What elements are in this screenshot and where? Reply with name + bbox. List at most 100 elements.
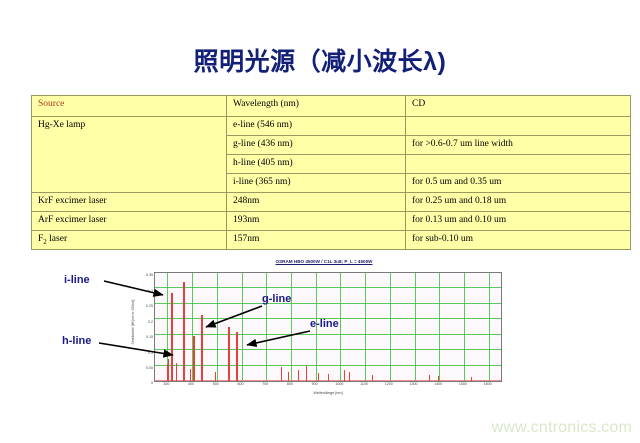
cell-wavelength-arf: 193nm	[226, 211, 406, 231]
x-axis-tick-label: 600	[237, 382, 244, 386]
cell-cd-h-line	[405, 154, 631, 174]
gridline-vertical	[315, 273, 317, 381]
gridline-horizontal	[155, 272, 501, 273]
table-header-row: Source Wavelength (nm) CD	[31, 95, 631, 117]
cell-cd-arf: for 0.13 um and 0.10 um	[405, 211, 631, 231]
gridline-vertical	[439, 273, 441, 381]
y-axis-tick-label: 0	[151, 381, 153, 386]
y-axis: Strahldichte [W/(nm·sr·100cd)] 0 0.05 0.1 0…	[128, 272, 153, 386]
cell-cd-krf: for 0.25 um and 0.18 um	[405, 192, 631, 212]
spectral-peak	[288, 371, 290, 381]
y-axis-tick-label: 0.25	[146, 304, 153, 309]
cell-cd-f2: for sub-0.10 um	[405, 230, 631, 250]
y-axis-tick-label: 0.2	[148, 319, 153, 324]
cell-cd-g-line: for >0.6-0.7 um line width	[405, 135, 631, 155]
table-row: g-line (436 nm) for >0.6-0.7 um line wid…	[32, 135, 631, 155]
x-axis-tick-label: 1200	[384, 382, 393, 386]
y-axis-tick-label: 0.35	[146, 273, 153, 278]
x-axis-tick-label: 300	[163, 382, 170, 386]
spectral-peak	[170, 293, 173, 381]
cell-wavelength-i-line: i-line (365 nm)	[226, 173, 406, 193]
gridline-horizontal	[155, 302, 501, 304]
spectral-peak	[318, 373, 320, 381]
spectrum-chart: OSRAM HBO 4500W / C1L 3u8; P_L = 4500W S…	[128, 258, 520, 410]
table-row: F2 laser 157nm for sub-0.10 um	[31, 230, 631, 250]
cell-wavelength-f2: 157nm	[226, 230, 406, 250]
x-axis-tick-label: 1600	[483, 382, 492, 386]
x-axis-tick-label: 800	[286, 382, 293, 386]
spectral-peak	[172, 348, 174, 381]
y-axis-tick-label: 0.05	[146, 365, 153, 370]
gridline-vertical	[266, 273, 268, 381]
f2-subscript: 2	[43, 237, 47, 246]
spectral-peak	[281, 367, 283, 381]
x-axis-tick-label: 400	[188, 382, 195, 386]
gridline-vertical	[365, 273, 367, 381]
spectral-peak	[305, 365, 307, 381]
cell-cd-e-line	[405, 116, 631, 136]
cell-wavelength-e-line: e-line (546 nm)	[226, 116, 406, 136]
chart-title: OSRAM HBO 4500W / C1L 3u8; P_L = 4500W	[275, 259, 373, 264]
cell-cd-i-line: for 0.5 um and 0.35 um	[405, 173, 631, 193]
y-axis-tick-label: 0.3	[148, 288, 153, 293]
spectral-peak	[214, 371, 216, 381]
spectral-peak	[228, 327, 231, 381]
annotation-e-line: e-line	[310, 318, 339, 330]
x-axis-label: Wellenlänge [nm]	[313, 391, 343, 395]
spectral-peak	[471, 377, 473, 381]
f2-tail: laser	[46, 234, 68, 244]
spectral-peak	[344, 370, 346, 381]
spectral-peak	[298, 370, 300, 381]
x-axis-tick-label: 1400	[434, 382, 443, 386]
gridline-horizontal	[155, 364, 501, 366]
gridline-vertical	[290, 273, 292, 381]
gridline-horizontal	[155, 287, 501, 289]
column-header-cd: CD	[405, 95, 631, 117]
table-row: Hg-Xe lamp e-line (546 nm)	[31, 116, 631, 193]
y-axis-tick-label: 0.15	[146, 335, 153, 340]
spectral-peak	[168, 359, 170, 381]
spectral-peak	[236, 331, 239, 381]
x-axis-tick-label: 1100	[360, 382, 368, 386]
cell-source-f2: F2 laser	[31, 230, 227, 250]
light-source-table: Source Wavelength (nm) CD Hg-Xe lamp e-l…	[31, 95, 631, 250]
table-row: ArF excimer laser 193nm for 0.13 um and …	[31, 211, 631, 231]
spectral-peak	[200, 314, 203, 381]
page-title: 照明光源（减小波长λ)	[193, 48, 447, 76]
gridline-vertical	[414, 273, 416, 381]
annotation-i-line: i-line	[64, 274, 90, 286]
y-axis-tick-label: 0.1	[148, 350, 153, 355]
spectral-peak	[372, 374, 374, 381]
gridline-horizontal	[155, 318, 501, 320]
spectral-peak	[183, 282, 186, 381]
spectral-peak	[437, 376, 439, 381]
spectral-peak	[175, 362, 177, 381]
spectral-peak	[189, 368, 191, 381]
gridline-horizontal	[155, 349, 501, 351]
gridline-vertical	[167, 273, 169, 381]
x-axis-tick-label: 700	[262, 382, 269, 386]
cell-source-arf: ArF excimer laser	[31, 211, 227, 231]
gridline-vertical	[192, 273, 194, 381]
gridline-vertical	[488, 273, 490, 381]
cell-wavelength-g-line: g-line (436 nm)	[226, 135, 406, 155]
cell-wavelength-h-line: h-line (405 nm)	[226, 154, 406, 174]
x-axis-tick-label: 1000	[335, 382, 344, 386]
gridline-horizontal	[155, 333, 501, 335]
table-row: KrF excimer laser 248nm for 0.25 um and …	[31, 192, 631, 212]
x-axis-tick-label: 1300	[409, 382, 418, 386]
x-axis-tick-label: 1500	[458, 382, 467, 386]
x-axis-tick-label: 500	[212, 382, 219, 386]
table-row: i-line (365 nm) for 0.5 um and 0.35 um	[32, 173, 631, 193]
column-header-source: Source	[31, 95, 227, 117]
spectral-peak	[429, 375, 431, 381]
cell-source-krf: KrF excimer laser	[31, 192, 227, 212]
f2-base: F	[38, 234, 44, 244]
annotation-h-line: h-line	[62, 335, 92, 347]
site-watermark: www.cntronics.com	[491, 419, 632, 436]
gridline-vertical	[340, 273, 342, 381]
x-axis-tick-label: 900	[311, 382, 318, 386]
column-header-wavelength: Wavelength (nm)	[226, 95, 406, 117]
cell-wavelength-krf: 248nm	[226, 192, 406, 212]
annotation-g-line: g-line	[262, 293, 292, 305]
